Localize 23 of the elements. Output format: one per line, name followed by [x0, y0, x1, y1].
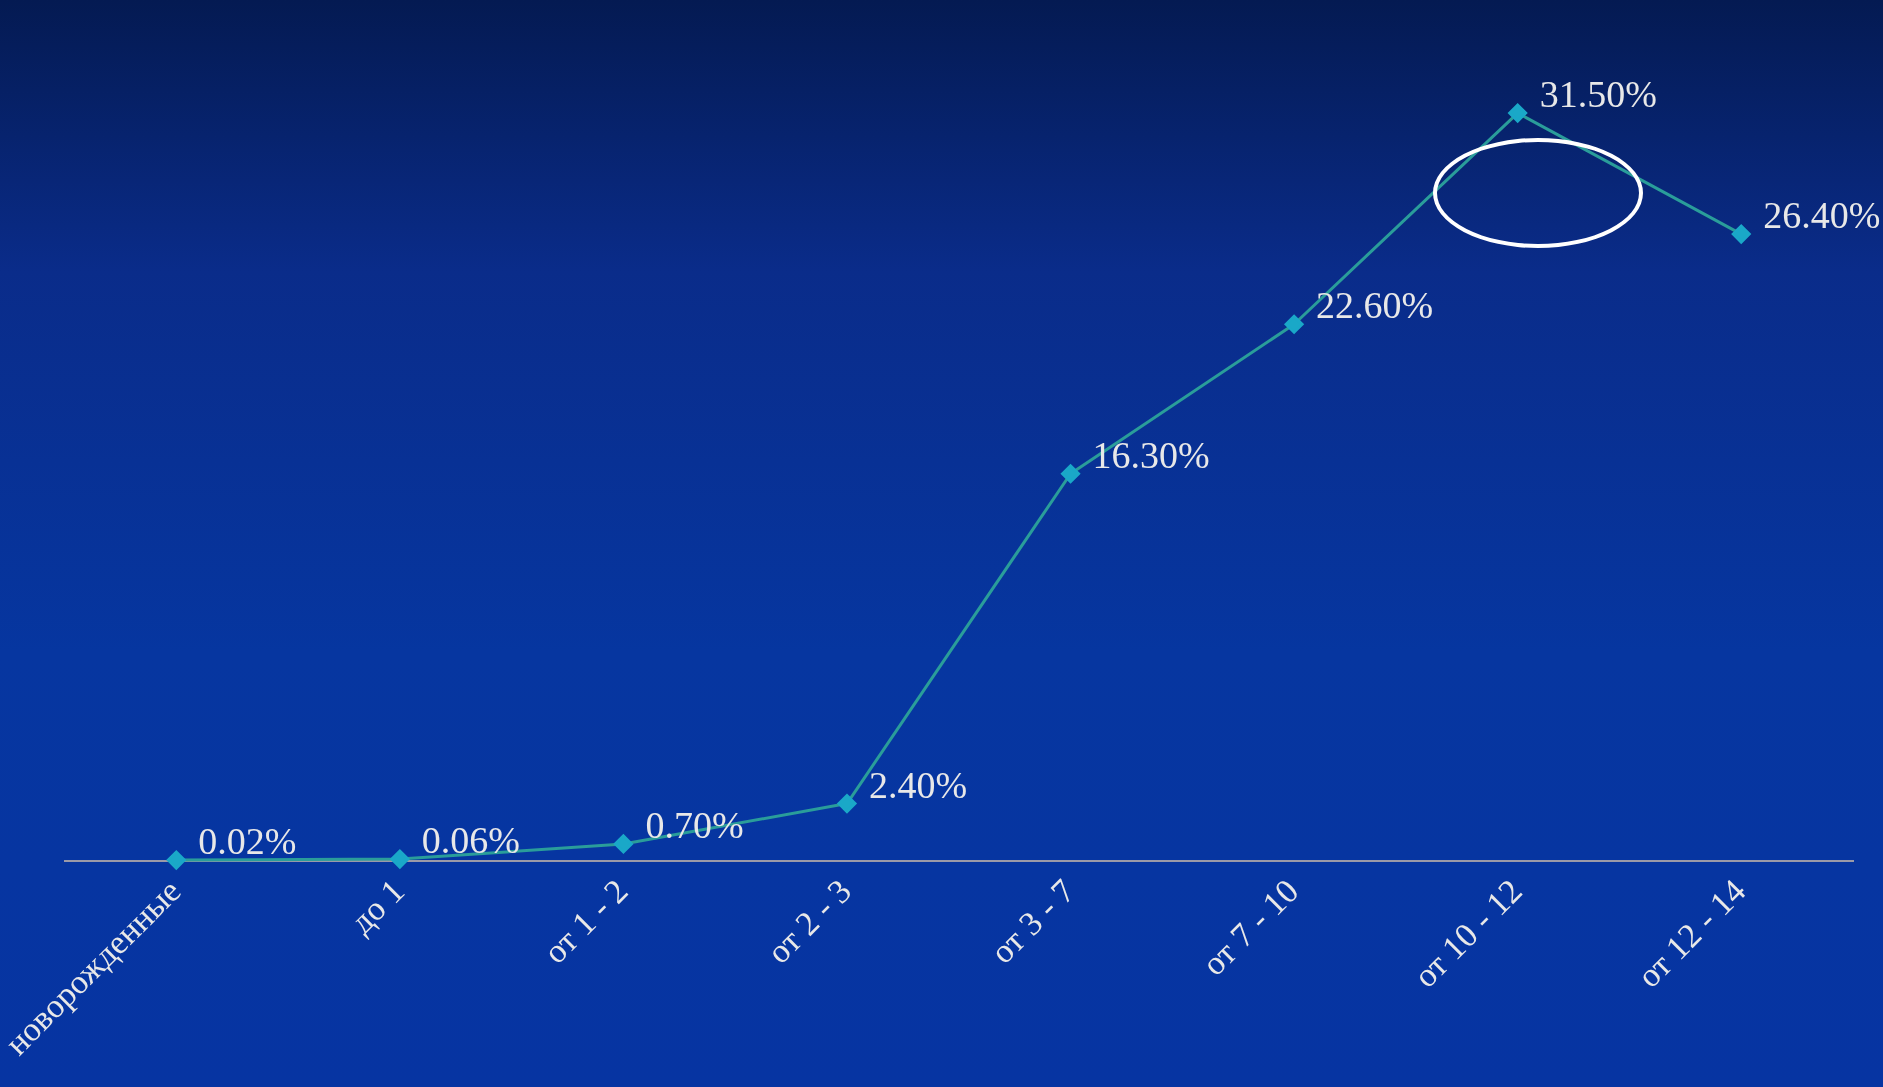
data-label: 0.70% — [645, 803, 744, 846]
x-tick-label: от 2 - 3 — [759, 872, 859, 971]
data-label: 31.50% — [1539, 73, 1657, 116]
point — [166, 850, 186, 870]
point — [390, 849, 410, 869]
point — [1061, 464, 1081, 484]
x-tick-label: от 1 - 2 — [536, 872, 635, 971]
data-label: 26.40% — [1763, 194, 1881, 237]
data-label: 0.06% — [421, 819, 521, 862]
x-tick-label: от 7 - 10 — [1194, 872, 1306, 983]
data-label: 0.02% — [198, 820, 297, 863]
data-label: 16.30% — [1092, 433, 1210, 476]
x-tick-label: от 12 - 14 — [1629, 872, 1753, 995]
point — [1731, 224, 1751, 244]
point — [613, 834, 633, 854]
point — [837, 794, 857, 814]
point — [1284, 314, 1304, 334]
data-label: 2.40% — [868, 763, 968, 806]
point — [1508, 103, 1528, 123]
x-tick-label: до 1 — [342, 872, 412, 941]
x-tick-label: от 10 - 12 — [1406, 872, 1529, 995]
data-label: 22.60% — [1316, 284, 1434, 327]
x-tick-label: от 3 - 7 — [983, 872, 1082, 971]
